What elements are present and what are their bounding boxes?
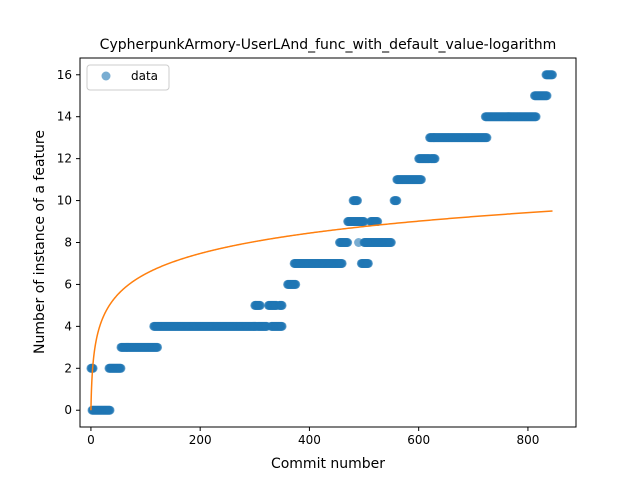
- data-point: [363, 258, 373, 268]
- plot-area: [86, 70, 558, 415]
- data-point: [105, 405, 115, 415]
- y-tick-label: 2: [64, 361, 72, 375]
- data-point: [116, 363, 126, 373]
- x-tick-label: 0: [87, 433, 95, 447]
- y-tick-label: 14: [57, 110, 72, 124]
- y-axis-label: Number of instance of a feature: [32, 130, 48, 354]
- data-point: [482, 133, 492, 143]
- y-tick-label: 16: [57, 68, 72, 82]
- data-point: [386, 238, 396, 247]
- data-point: [291, 279, 301, 289]
- data-point: [277, 321, 287, 331]
- fit-line: [90, 210, 553, 411]
- chart-title: CypherpunkArmory-UserLAnd_func_with_defa…: [100, 37, 557, 53]
- x-tick-label: 600: [407, 433, 430, 447]
- data-point: [542, 91, 552, 101]
- x-tick-label: 400: [298, 433, 321, 447]
- legend-label: data: [131, 69, 158, 83]
- legend-box: [86, 64, 170, 91]
- data-point: [548, 70, 558, 80]
- y-tick-label: 0: [64, 403, 72, 417]
- y-tick-label: 4: [64, 319, 72, 333]
- y-axis: 0 2 4 6 8 10 12 14 16: [57, 68, 80, 417]
- data-point: [359, 217, 369, 227]
- legend: data: [86, 64, 170, 91]
- data-point: [362, 238, 372, 247]
- x-axis: 0 200 400 600 800: [87, 427, 539, 447]
- x-axis-label: Commit number: [271, 456, 385, 472]
- data-point: [277, 300, 287, 310]
- legend-marker: [101, 71, 111, 81]
- x-tick-label: 800: [516, 433, 539, 447]
- y-tick-label: 10: [57, 194, 72, 208]
- data-point: [354, 238, 364, 247]
- data-point: [430, 154, 440, 164]
- data-point: [337, 258, 347, 268]
- data-point: [373, 217, 383, 227]
- y-tick-label: 12: [57, 152, 72, 166]
- y-tick-label: 8: [64, 236, 72, 250]
- data-point: [416, 175, 426, 185]
- y-tick-label: 6: [64, 277, 72, 291]
- data-point: [353, 196, 362, 206]
- data-points: [86, 70, 558, 415]
- x-tick-label: 200: [189, 433, 212, 447]
- data-point: [392, 196, 402, 206]
- data-point: [343, 238, 353, 247]
- data-point: [255, 300, 265, 310]
- data-point: [531, 112, 541, 122]
- data-point: [153, 342, 163, 352]
